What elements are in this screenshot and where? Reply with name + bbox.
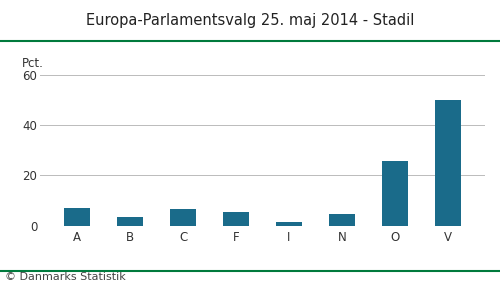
Bar (64, 208, 90, 226)
Bar (434, 100, 461, 226)
Bar (328, 214, 355, 226)
Bar (170, 209, 196, 226)
Bar (117, 217, 143, 226)
Text: Europa-Parlamentsvalg 25. maj 2014 - Stadil: Europa-Parlamentsvalg 25. maj 2014 - Sta… (86, 13, 414, 28)
Bar (382, 161, 408, 226)
Text: Pct.: Pct. (22, 57, 44, 70)
Bar (276, 222, 302, 226)
Bar (223, 212, 250, 226)
Text: © Danmarks Statistik: © Danmarks Statistik (5, 272, 126, 282)
